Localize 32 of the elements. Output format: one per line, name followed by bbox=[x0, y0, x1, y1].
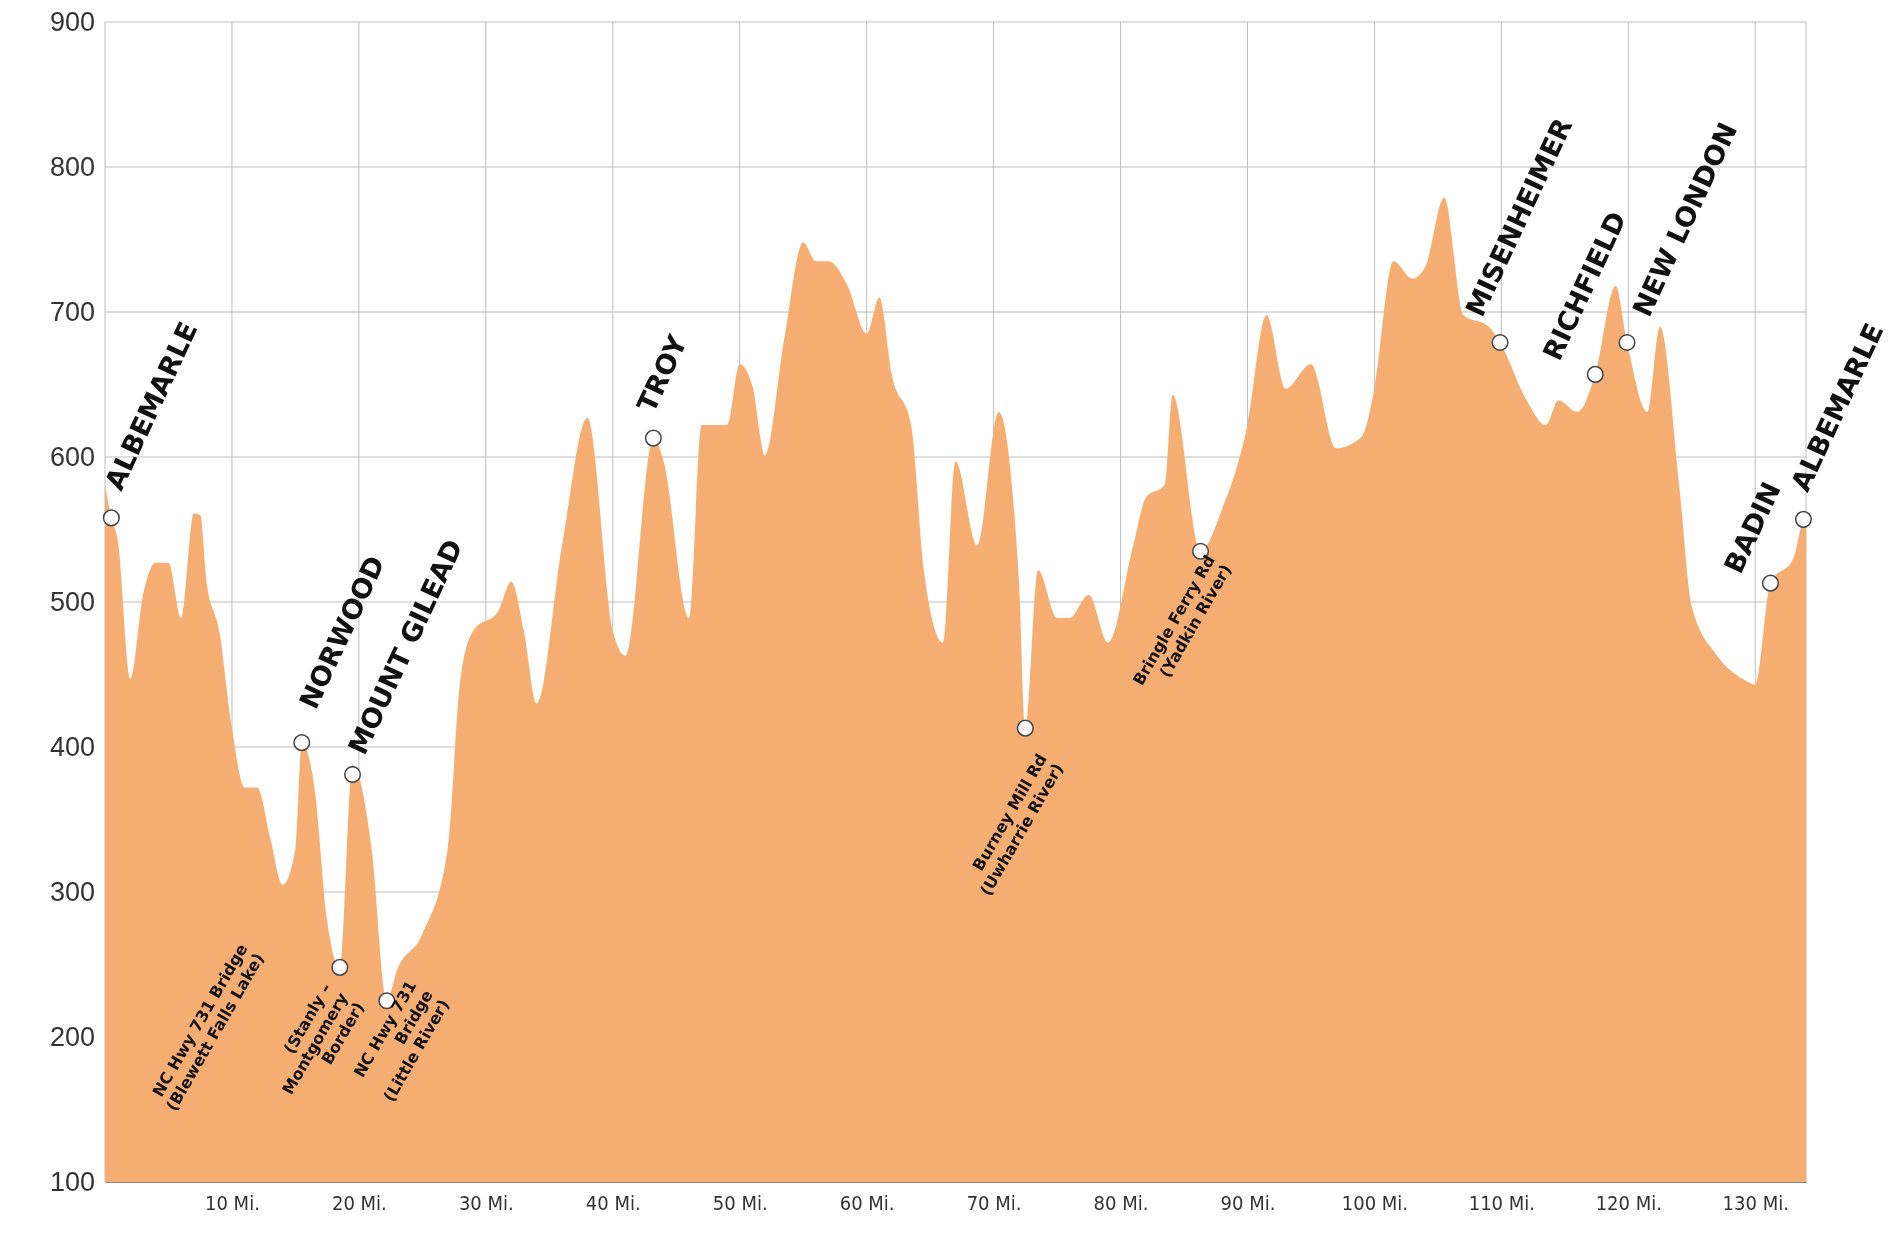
point bbox=[1761, 574, 1779, 592]
y-tick-label: 300 bbox=[49, 877, 95, 908]
point bbox=[1016, 719, 1034, 737]
x-tick-label: 50 Mi. bbox=[712, 1191, 768, 1216]
y-tick-label: 900 bbox=[49, 7, 95, 38]
point bbox=[331, 958, 349, 976]
point bbox=[102, 509, 120, 527]
point bbox=[1491, 333, 1509, 351]
point bbox=[1794, 510, 1812, 528]
y-tick-label: 700 bbox=[49, 297, 95, 328]
x-tick-label: 100 Mi. bbox=[1341, 1191, 1409, 1216]
point bbox=[293, 734, 311, 752]
x-tick-label: 120 Mi. bbox=[1595, 1191, 1662, 1216]
x-tick-label: 20 Mi. bbox=[331, 1191, 387, 1216]
x-tick-label: 90 Mi. bbox=[1220, 1191, 1276, 1216]
y-tick-label: 600 bbox=[49, 442, 95, 473]
point bbox=[1586, 365, 1604, 383]
x-tick-label: 70 Mi. bbox=[966, 1191, 1022, 1216]
point bbox=[344, 766, 362, 784]
y-tick-label: 400 bbox=[49, 732, 95, 763]
x-tick-label: 10 Mi. bbox=[205, 1191, 260, 1216]
x-tick-label: 110 Mi. bbox=[1468, 1191, 1535, 1216]
x-tick-label: 40 Mi. bbox=[585, 1191, 641, 1216]
point bbox=[644, 429, 662, 447]
y-tick-label: 500 bbox=[49, 587, 95, 618]
y-tick-label: 100 bbox=[49, 1167, 95, 1198]
x-tick-label: 60 Mi. bbox=[839, 1191, 895, 1216]
y-tick-label: 200 bbox=[49, 1022, 95, 1053]
x-tick-label: 130 Mi. bbox=[1722, 1191, 1789, 1216]
x-tick-label: 80 Mi. bbox=[1093, 1191, 1149, 1216]
x-tick-label: 30 Mi. bbox=[458, 1191, 514, 1216]
y-tick-label: 800 bbox=[49, 152, 95, 183]
